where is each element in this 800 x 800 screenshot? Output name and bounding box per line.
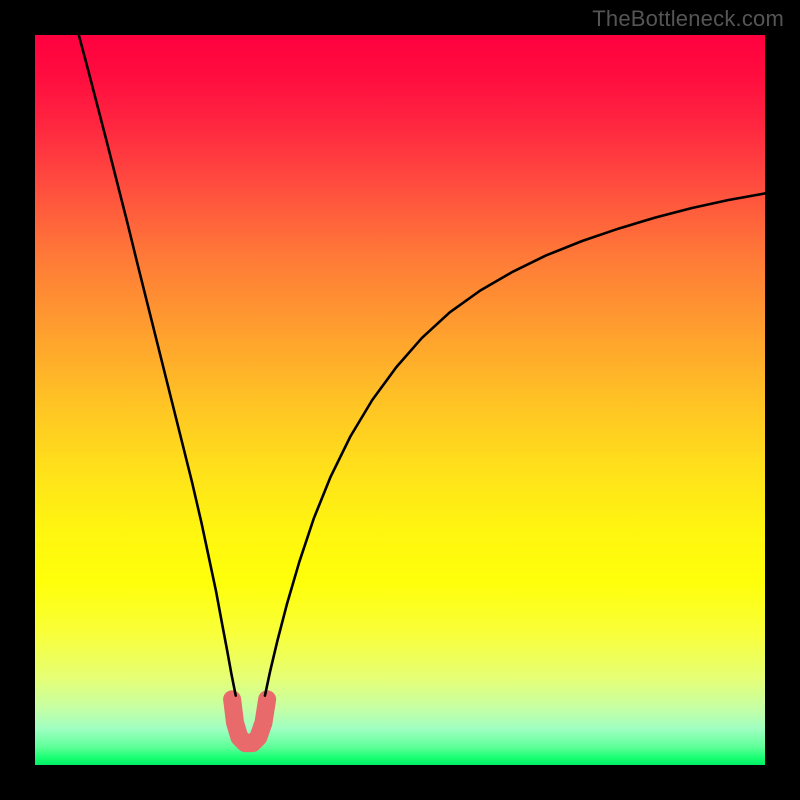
chart-svg xyxy=(35,35,765,765)
plot-area xyxy=(35,35,765,765)
watermark-text: TheBottleneck.com xyxy=(592,6,784,32)
chart-outer-frame: TheBottleneck.com xyxy=(0,0,800,800)
gradient-background xyxy=(35,35,765,765)
